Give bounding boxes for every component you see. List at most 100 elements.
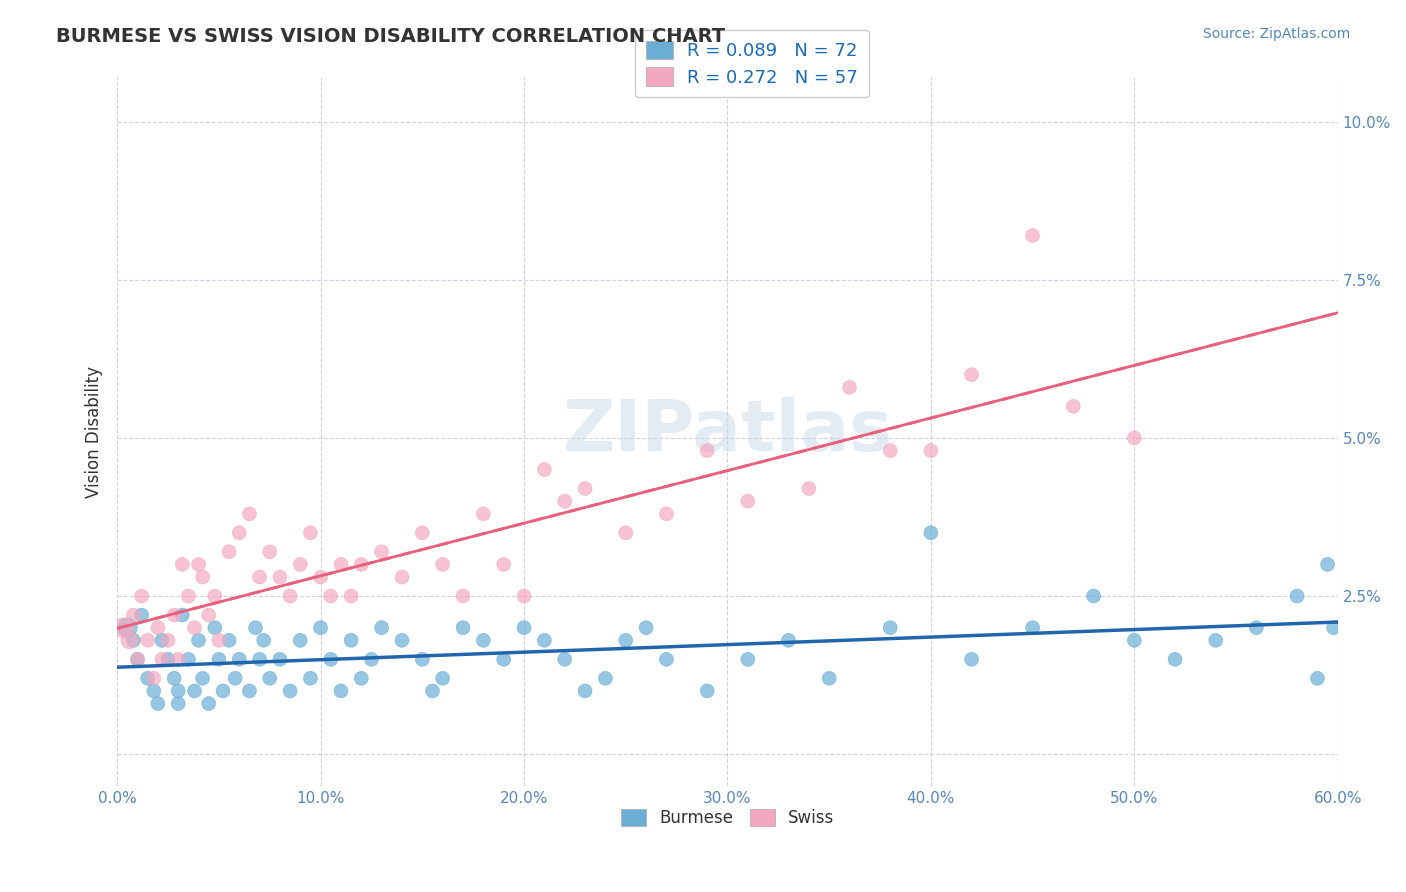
Point <box>960 652 983 666</box>
Point <box>370 621 392 635</box>
Point <box>451 621 474 635</box>
Point <box>278 684 301 698</box>
Point <box>960 368 983 382</box>
Point <box>492 558 515 572</box>
Point <box>655 652 678 666</box>
Point <box>212 684 235 698</box>
Point <box>197 697 219 711</box>
Point <box>208 633 231 648</box>
Point <box>163 671 186 685</box>
Point <box>330 558 353 572</box>
Point <box>1164 652 1187 666</box>
Point <box>432 558 454 572</box>
Point <box>177 652 200 666</box>
Point <box>142 671 165 685</box>
Point <box>636 621 658 635</box>
Point <box>319 589 342 603</box>
Point <box>574 482 596 496</box>
Point <box>191 671 214 685</box>
Point <box>879 443 901 458</box>
Point <box>127 652 149 666</box>
Point <box>117 621 139 635</box>
Point <box>1123 431 1146 445</box>
Point <box>1083 589 1105 603</box>
Point <box>172 607 194 622</box>
Point <box>127 652 149 666</box>
Point <box>533 462 555 476</box>
Point <box>167 684 190 698</box>
Point <box>118 633 141 648</box>
Point <box>513 621 536 635</box>
Point <box>167 697 190 711</box>
Point <box>146 697 169 711</box>
Point <box>737 652 759 666</box>
Point <box>533 633 555 648</box>
Point <box>218 545 240 559</box>
Point <box>554 494 576 508</box>
Point <box>238 507 260 521</box>
Point <box>614 633 637 648</box>
Point <box>1323 621 1346 635</box>
Point <box>183 684 205 698</box>
Point <box>391 570 413 584</box>
Point <box>614 525 637 540</box>
Point <box>797 482 820 496</box>
Point <box>290 558 312 572</box>
Point <box>1205 633 1227 648</box>
Point <box>299 671 322 685</box>
Point <box>1123 633 1146 648</box>
Text: Source: ZipAtlas.com: Source: ZipAtlas.com <box>1202 27 1350 41</box>
Point <box>278 589 301 603</box>
Point <box>696 684 718 698</box>
Point <box>309 621 332 635</box>
Point <box>1021 228 1043 243</box>
Point <box>1021 621 1043 635</box>
Point <box>920 525 942 540</box>
Point <box>183 621 205 635</box>
Point <box>122 633 145 648</box>
Point <box>142 684 165 698</box>
Point <box>136 671 159 685</box>
Point <box>269 570 291 584</box>
Point <box>655 507 678 521</box>
Point <box>879 621 901 635</box>
Point <box>432 671 454 685</box>
Point <box>472 633 495 648</box>
Point <box>157 633 180 648</box>
Point <box>595 671 617 685</box>
Point <box>290 633 312 648</box>
Point <box>370 545 392 559</box>
Point <box>238 684 260 698</box>
Point <box>818 671 841 685</box>
Point <box>150 652 173 666</box>
Point <box>172 558 194 572</box>
Point <box>167 652 190 666</box>
Point <box>204 589 226 603</box>
Point <box>150 633 173 648</box>
Point <box>177 589 200 603</box>
Text: BURMESE VS SWISS VISION DISABILITY CORRELATION CHART: BURMESE VS SWISS VISION DISABILITY CORRE… <box>56 27 725 45</box>
Point <box>259 671 281 685</box>
Point <box>330 684 353 698</box>
Point <box>136 633 159 648</box>
Point <box>411 525 433 540</box>
Point <box>253 633 276 648</box>
Point <box>360 652 382 666</box>
Point <box>1316 558 1339 572</box>
Point <box>411 652 433 666</box>
Point <box>350 671 373 685</box>
Point <box>340 633 363 648</box>
Point <box>197 607 219 622</box>
Point <box>737 494 759 508</box>
Point <box>191 570 214 584</box>
Point <box>228 525 250 540</box>
Point <box>269 652 291 666</box>
Legend: Burmese, Swiss: Burmese, Swiss <box>614 803 841 834</box>
Point <box>224 671 246 685</box>
Point <box>1306 671 1329 685</box>
Point <box>157 652 180 666</box>
Point <box>187 558 209 572</box>
Point <box>554 652 576 666</box>
Point <box>574 684 596 698</box>
Point <box>422 684 444 698</box>
